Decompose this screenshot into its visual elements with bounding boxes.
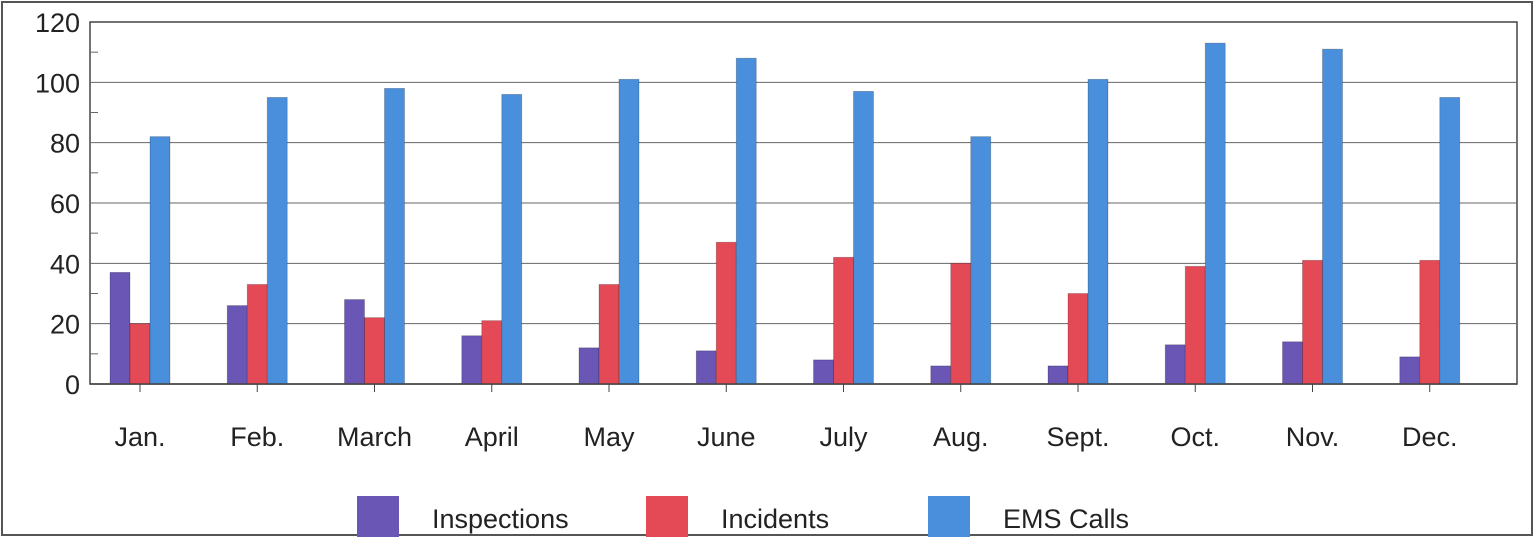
legend-label: EMS Calls — [1003, 504, 1129, 534]
bar-incidents — [715, 241, 737, 385]
x-tick-label: Feb. — [230, 422, 284, 452]
y-tick-label: 40 — [50, 249, 80, 279]
x-tick-label: July — [819, 422, 868, 452]
x-tick-label: June — [697, 422, 756, 452]
bar-inspections — [226, 305, 248, 385]
x-tick-label: Aug. — [933, 422, 989, 452]
bar-inspections — [344, 299, 365, 385]
bar-ems-calls — [853, 90, 874, 385]
bar-ems-calls — [1439, 97, 1461, 385]
bar-ems-calls — [1322, 48, 1343, 385]
bars — [109, 42, 1461, 385]
bar-inspections — [1399, 356, 1421, 385]
bar-ems-calls — [384, 87, 405, 385]
bar-incidents — [1184, 265, 1206, 385]
x-tick-label: Sept. — [1046, 422, 1109, 452]
bar-ems-calls — [735, 57, 757, 385]
bar-incidents — [950, 262, 972, 385]
y-tick-label: 60 — [50, 189, 80, 219]
bar-ems-calls — [1087, 78, 1109, 385]
bar-inspections — [109, 271, 131, 385]
bar-inspections — [1047, 365, 1069, 385]
x-tick-label: March — [337, 422, 412, 452]
y-tick-label: 0 — [65, 370, 80, 400]
bar-incidents — [481, 320, 503, 385]
bar-ems-calls — [266, 97, 288, 385]
x-axis: Jan. Feb. March April May June July Aug. Sept. Oc… — [90, 383, 1517, 452]
legend-swatch-ems-calls — [928, 496, 970, 537]
bar-incidents — [129, 323, 151, 385]
bar-incidents — [246, 284, 268, 385]
bar-inspections — [1282, 341, 1303, 385]
bar-inspections — [1164, 344, 1186, 385]
gridlines — [90, 81, 1517, 325]
x-tick-label: Oct. — [1170, 422, 1220, 452]
y-axis: 0 20 40 60 80 100 120 — [35, 8, 98, 400]
x-tick-label: May — [583, 422, 635, 452]
legend-swatch-incidents — [646, 496, 688, 537]
bar-incidents — [364, 317, 385, 385]
bar-ems-calls — [149, 136, 171, 385]
bar-ems-calls — [618, 78, 640, 385]
y-tick-label: 20 — [50, 310, 80, 340]
bar-ems-calls — [501, 94, 523, 385]
bar-incidents — [833, 256, 854, 385]
bar-inspections — [695, 350, 717, 385]
legend-label: Incidents — [721, 504, 829, 534]
bar-ems-calls — [1204, 42, 1226, 385]
x-tick-label: Dec. — [1402, 422, 1458, 452]
bar-inspections — [578, 347, 600, 385]
legend: Inspections Incidents EMS Calls — [357, 496, 1129, 537]
y-tick-label: 80 — [50, 129, 80, 159]
y-tick-label: 100 — [35, 68, 80, 98]
legend-label: Inspections — [432, 504, 569, 534]
y-tick-label: 120 — [35, 8, 80, 38]
bar-incidents — [1302, 259, 1323, 385]
x-tick-label: Jan. — [114, 422, 165, 452]
bar-inspections — [930, 365, 952, 385]
bar-inspections — [813, 359, 834, 385]
bar-inspections — [461, 335, 483, 385]
bar-incidents — [1419, 259, 1441, 385]
bar-incidents — [1067, 293, 1089, 385]
x-tick-label: Nov. — [1286, 422, 1340, 452]
bar-ems-calls — [970, 136, 992, 385]
bar-incidents — [598, 284, 620, 385]
legend-swatch-inspections — [357, 496, 399, 537]
x-tick-label: April — [465, 422, 519, 452]
